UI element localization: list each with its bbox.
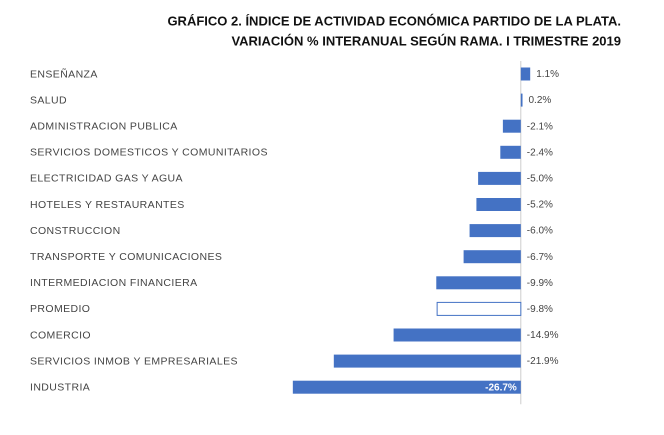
category-label: PROMEDIO [30,303,90,315]
value-label: -5.2% [527,200,553,211]
category-label: ELECTRICIDAD GAS Y AGUA [30,173,183,185]
bar [469,224,521,238]
bar [520,93,523,107]
bar [436,301,522,316]
bar [436,276,521,290]
bar [478,171,521,185]
bar [333,354,521,368]
value-label: -2.4% [527,147,553,158]
chart-title: GRÁFICO 2. ÍNDICE DE ACTIVIDAD ECONÓMICA… [167,13,621,28]
category-label: ENSEÑANZA [30,67,98,80]
bar [463,250,521,264]
value-label: -2.1% [527,121,553,132]
category-label: SALUD [30,94,67,106]
value-label: 0.2% [529,95,552,106]
category-label: HOTELES Y RESTAURANTES [30,199,185,211]
category-label: TRANSPORTE Y COMUNICACIONES [30,251,222,263]
category-label: INTERMEDIACION FINANCIERA [30,277,198,289]
bar [476,198,521,211]
value-label: -6.7% [527,252,553,263]
bar [393,328,521,342]
category-label: SERVICIOS DOMESTICOS Y COMUNITARIOS [30,147,268,159]
chart-subtitle: VARIACIÓN % INTERANUAL SEGÚN RAMA. I TRI… [231,33,621,48]
bar [520,67,531,81]
category-label: ADMINISTRACION PUBLICA [30,120,178,132]
value-label: -6.0% [527,226,553,237]
bar [500,145,521,159]
bar [292,380,521,394]
value-label: -9.9% [527,278,553,289]
category-label: SERVICIOS INMOB Y EMPRESARIALES [30,355,238,367]
value-label: -14.9% [527,330,559,341]
value-label: -21.9% [527,356,559,367]
category-label: INDUSTRIA [30,381,90,393]
value-label: 1.1% [536,69,559,80]
category-label: COMERCIO [30,329,91,341]
bar [502,119,521,133]
value-label: -5.0% [527,174,553,185]
value-label: -9.8% [527,304,553,315]
category-label: CONSTRUCCION [30,225,121,237]
value-label: -26.7% [485,382,517,393]
